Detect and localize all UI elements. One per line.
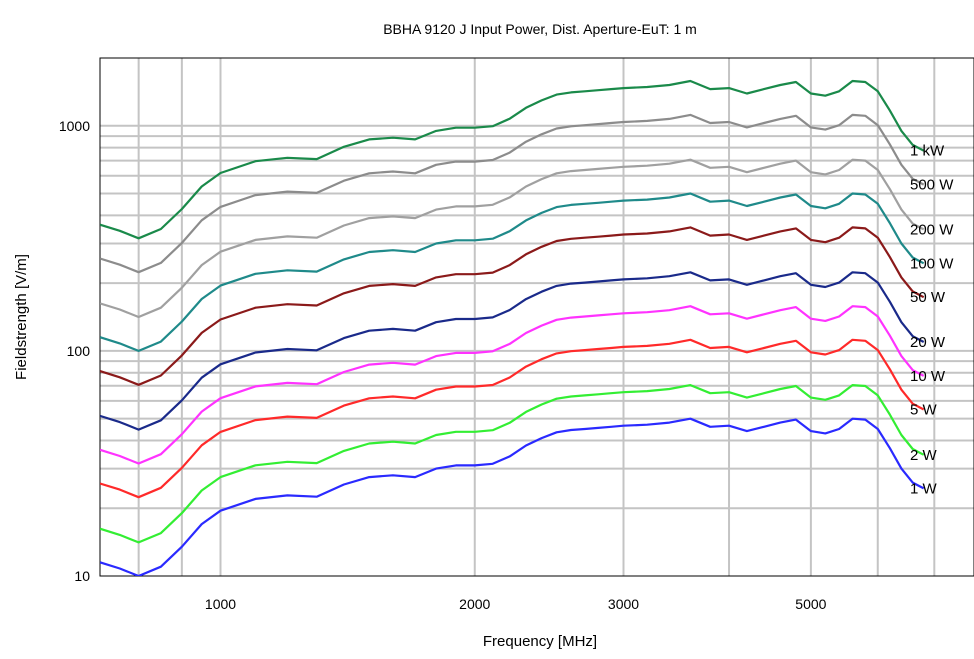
y-tick-label: 10 — [74, 568, 90, 584]
y-tick-label: 100 — [67, 343, 91, 359]
y-tick-label: 1000 — [59, 118, 90, 134]
x-tick-label: 5000 — [795, 596, 826, 612]
x-tick-label: 1000 — [205, 596, 236, 612]
series-line-7 — [100, 338, 925, 499]
series-line-9 — [100, 417, 925, 576]
chart-title: BBHA 9120 J Input Power, Dist. Aperture-… — [383, 21, 697, 37]
series-label-2: 200 W — [910, 221, 954, 238]
series-label-6: 10 W — [910, 368, 946, 385]
x-tick-label: 3000 — [608, 596, 639, 612]
series-label-9: 1 W — [910, 480, 938, 497]
series-label-8: 2 W — [910, 447, 938, 464]
series-label-3: 100 W — [910, 255, 954, 272]
series-line-2 — [100, 158, 925, 319]
plot-frame — [99, 57, 974, 577]
grid — [100, 58, 974, 576]
series-labels: 1 kW 500 W 200 W 100 W 50 W 20 W 10 W 5 W 2 W 1 W — [910, 143, 954, 498]
series-line-6 — [100, 305, 925, 465]
y-tick-labels: 10 100 1000 — [59, 118, 90, 584]
series-label-1: 500 W — [910, 177, 954, 194]
series-label-7: 5 W — [910, 402, 938, 419]
series-group — [100, 79, 925, 576]
series-line-1 — [100, 113, 925, 274]
series-line-0 — [100, 79, 925, 240]
x-tick-label: 2000 — [459, 596, 490, 612]
series-label-4: 50 W — [910, 289, 946, 306]
x-tick-labels: 1000 2000 3000 5000 — [205, 596, 827, 612]
series-line-4 — [100, 226, 925, 386]
series-label-5: 20 W — [910, 334, 946, 351]
y-axis-label: Fieldstrength [V/m] — [13, 254, 30, 380]
x-axis-label: Frequency [MHz] — [483, 633, 597, 650]
series-line-5 — [100, 271, 925, 431]
series-line-3 — [100, 192, 925, 352]
series-label-0: 1 kW — [910, 143, 945, 160]
series-lines — [100, 79, 925, 576]
series-line-8 — [100, 384, 925, 544]
